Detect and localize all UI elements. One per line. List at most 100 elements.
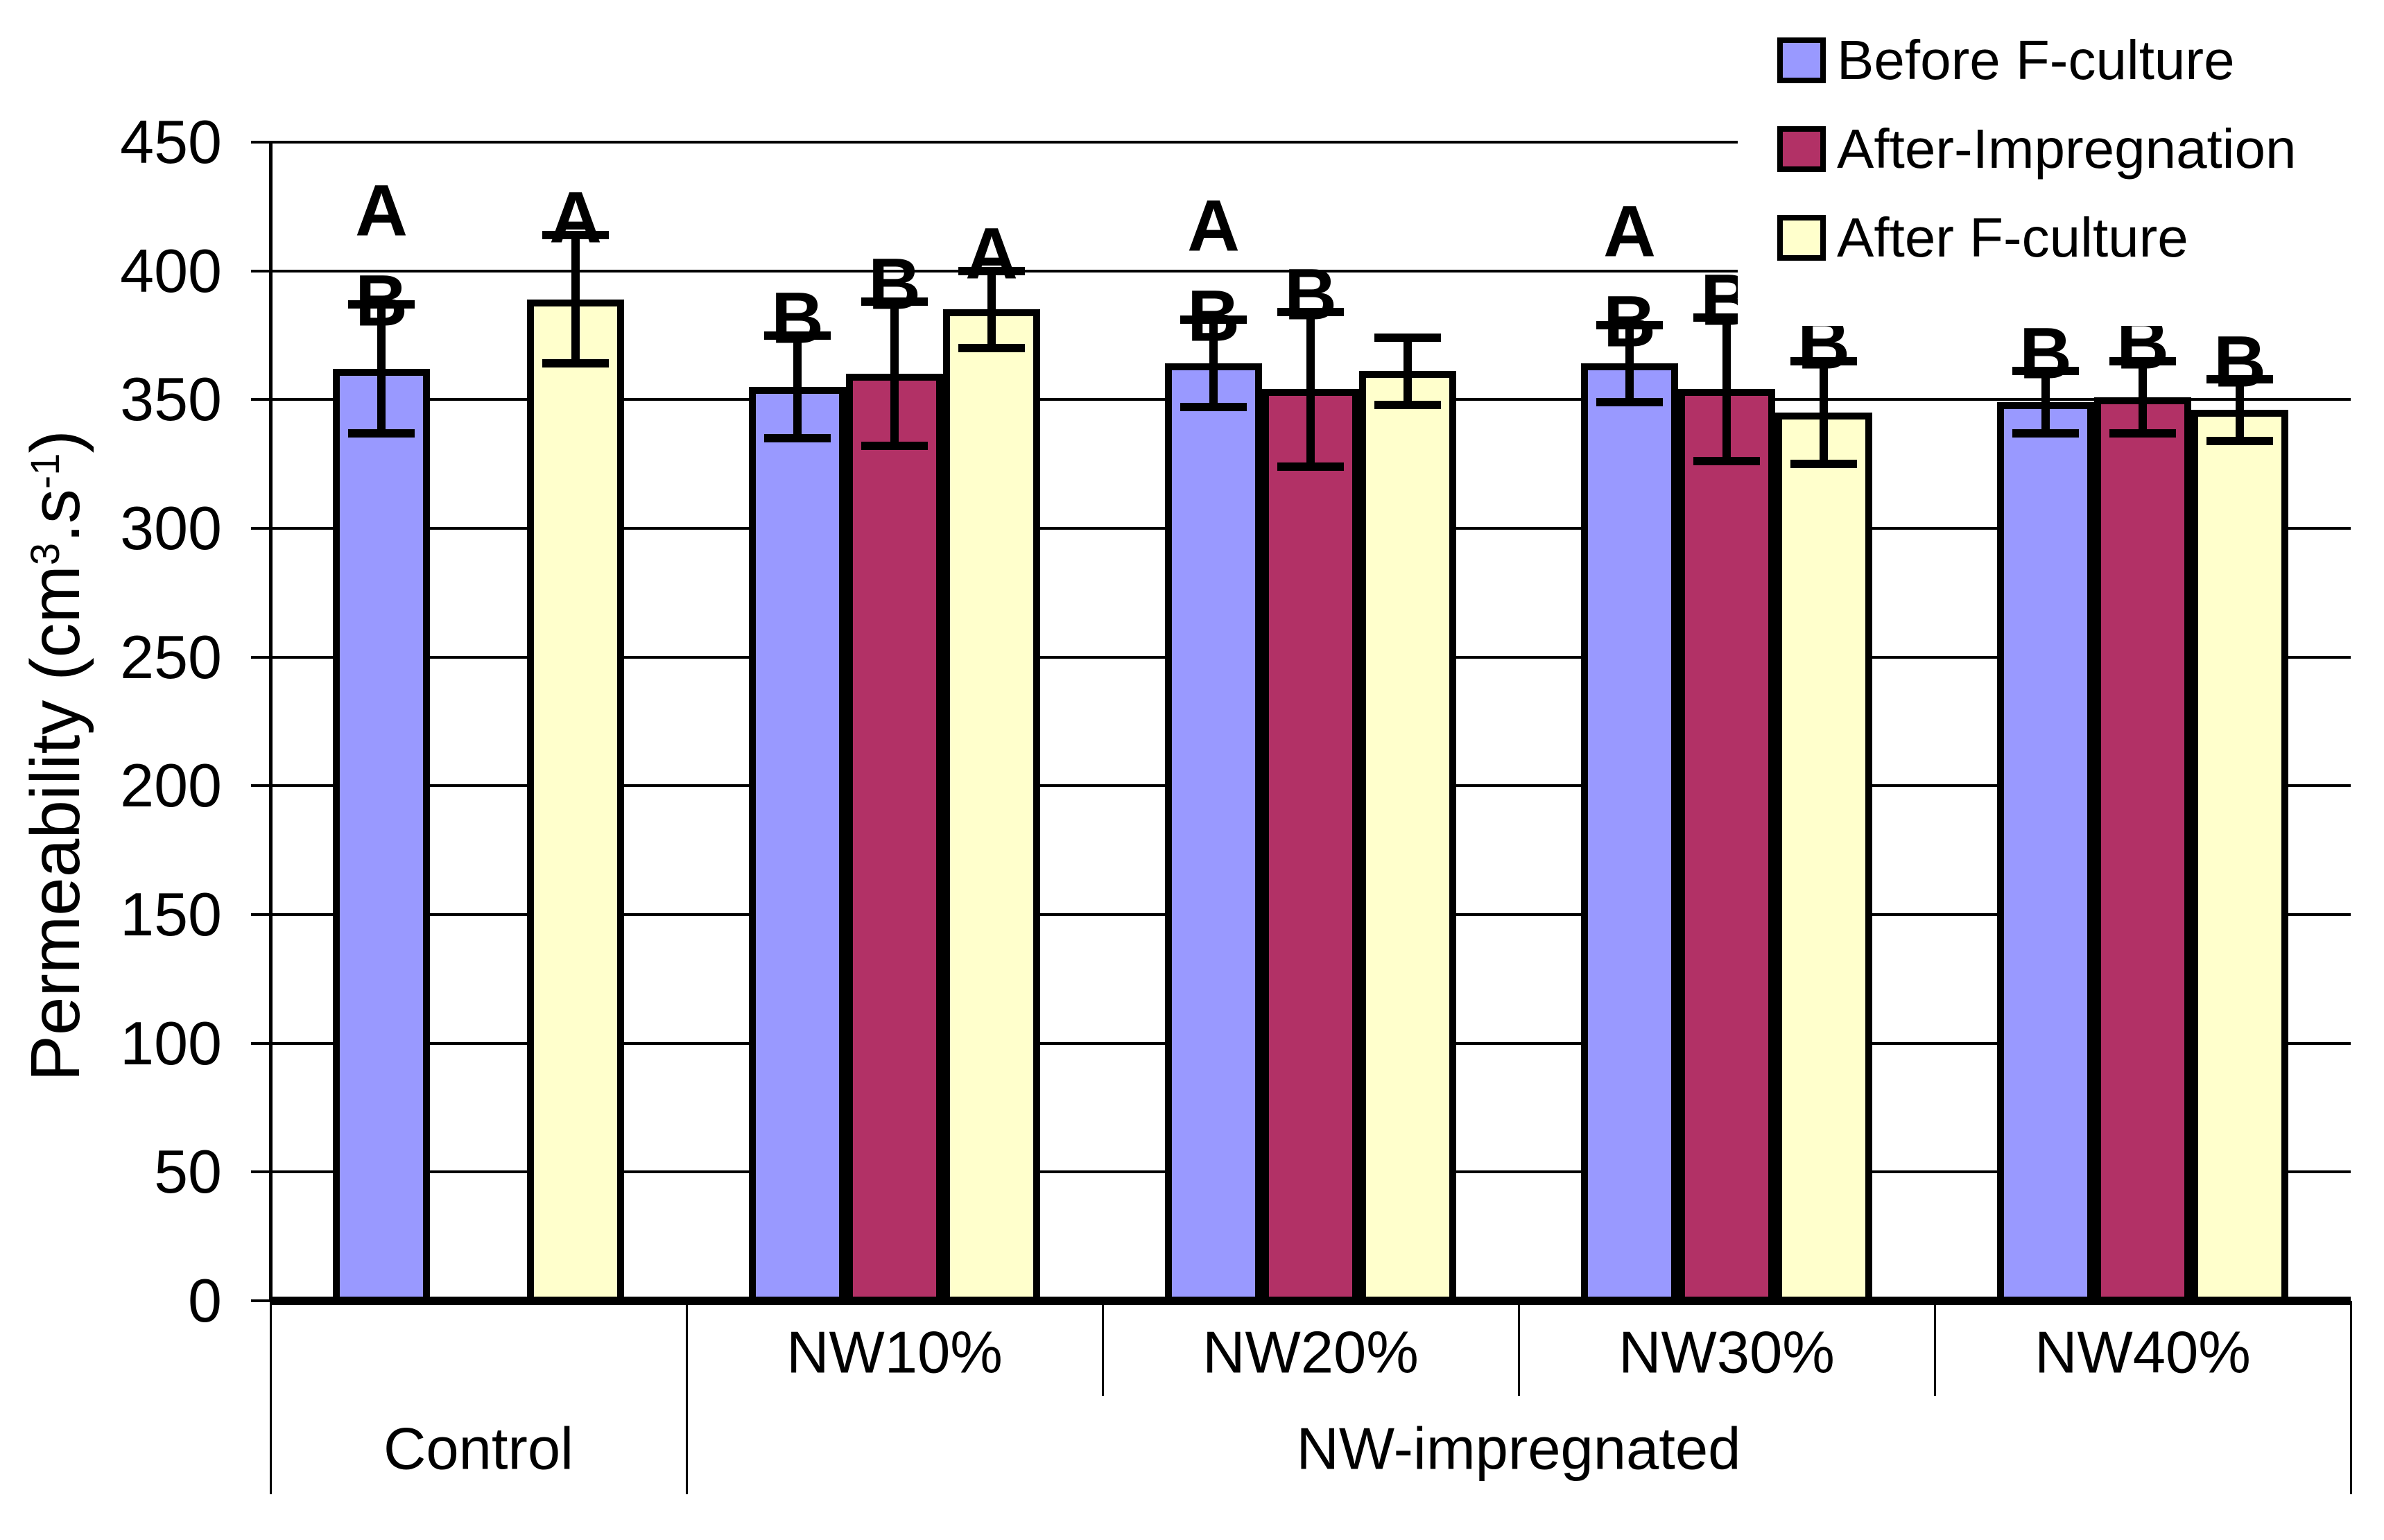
bar-after-impregnation-nw40-: [2094, 397, 2191, 1301]
sig-letter-a: A: [355, 170, 408, 252]
bar-before-f-culture-nw30-: [1581, 363, 1678, 1301]
error-bar-line: [377, 304, 386, 433]
bar-after-f-culture-nw20-: [1359, 371, 1456, 1301]
error-bar-line: [2041, 371, 2050, 433]
y-axis-title-text: ): [17, 430, 94, 453]
error-bar-cap-bottom: [1693, 457, 1760, 466]
sig-letter-a: A: [1603, 191, 1656, 272]
sig-letter-b: B: [1187, 275, 1240, 357]
bar-after-f-culture-control: [527, 299, 624, 1301]
error-bar-cap-bottom: [348, 429, 415, 438]
group-label-control: Control: [383, 1416, 574, 1482]
error-bar-cap-bottom: [2109, 429, 2176, 438]
error-bar-cap-bottom: [764, 434, 831, 443]
category-divider-4: [1934, 1301, 1936, 1396]
legend-swatch-icon: [1777, 37, 1826, 83]
error-bar-cap-bottom: [542, 359, 609, 368]
error-bar-line: [1625, 325, 1634, 403]
category-divider-2: [1102, 1301, 1104, 1396]
y-tick-label-300: 300: [120, 494, 222, 562]
category-divider-0: [270, 1301, 272, 1494]
error-bar-cap-bottom: [1790, 460, 1857, 469]
bar-after-impregnation-nw30-: [1678, 389, 1775, 1301]
bar-before-f-culture-nw10-: [749, 386, 846, 1301]
x-axis-baseline: [270, 1297, 2351, 1305]
error-bar-cap-top: [1180, 315, 1247, 325]
error-bar-cap-top: [2109, 356, 2176, 365]
legend-label: Before F-culture: [1837, 29, 2235, 91]
category-label-nw20-: NW20%: [1202, 1320, 1419, 1385]
error-bar-cap-top: [1277, 308, 1344, 317]
error-bar-cap-bottom: [2206, 436, 2273, 445]
error-bar-line: [1306, 312, 1315, 467]
legend-entry-after-impregnation: After-Impregnation: [1777, 121, 2297, 177]
error-bar-cap-top: [1374, 334, 1441, 343]
y-tick-label-450: 450: [120, 107, 222, 176]
y-axis-title-superscript: -1: [23, 453, 68, 490]
sig-letter-b: B: [2213, 321, 2266, 403]
error-bar-cap-top: [764, 331, 831, 340]
y-tick-label-350: 350: [120, 365, 222, 434]
bar-before-f-culture-nw40-: [1997, 402, 2094, 1301]
legend-label: After-Impregnation: [1837, 118, 2297, 180]
error-bar-cap-top: [1790, 356, 1857, 365]
y-tick-label-100: 100: [120, 1008, 222, 1078]
legend-swatch-icon: [1777, 215, 1826, 261]
gridline-450: [270, 141, 2351, 144]
sig-letter-a: A: [549, 177, 602, 259]
error-bar-cap-top: [348, 300, 415, 309]
y-axis-line: [269, 141, 273, 1302]
sig-letter-b: B: [355, 260, 408, 342]
y-tick-label-150: 150: [120, 880, 222, 949]
error-bar-cap-top: [542, 230, 609, 239]
category-divider-5: [2350, 1301, 2352, 1494]
bar-after-impregnation-nw20-: [1262, 389, 1359, 1301]
bar-before-f-culture-nw20-: [1165, 363, 1262, 1301]
error-bar-cap-bottom: [1277, 462, 1344, 471]
bar-after-f-culture-nw40-: [2191, 410, 2288, 1301]
category-divider-1: [686, 1301, 688, 1494]
category-label-nw10-: NW10%: [786, 1320, 1003, 1385]
sig-letter-b: B: [2019, 313, 2072, 395]
error-bar-cap-top: [861, 297, 928, 306]
sig-letter-a: A: [965, 213, 1018, 295]
legend-entry-before-f-culture: Before F-culture: [1777, 33, 2235, 88]
sig-letter-b: B: [771, 277, 824, 358]
y-tick-label-50: 50: [154, 1137, 222, 1206]
error-bar-line: [571, 234, 580, 364]
error-bar-cap-top: [2012, 367, 2079, 376]
error-bar-line: [1722, 317, 1731, 462]
error-bar-cap-bottom: [861, 442, 928, 451]
error-bar-cap-bottom: [1180, 403, 1247, 412]
legend: [1738, 0, 2384, 326]
legend-entry-after-f-culture: After F-culture: [1777, 210, 2188, 266]
sig-letter-b: B: [1284, 254, 1337, 336]
gridline-400: [270, 269, 2351, 272]
error-bar-line: [2139, 361, 2147, 433]
error-bar-line: [793, 335, 802, 439]
bar-after-impregnation-nw10-: [846, 374, 943, 1301]
error-bar-cap-bottom: [958, 344, 1025, 353]
error-bar-cap-bottom: [1374, 400, 1441, 409]
error-bar-cap-top: [2206, 374, 2273, 383]
sig-letter-a: A: [1187, 185, 1240, 267]
y-tick-label-0: 0: [188, 1266, 222, 1335]
category-label-nw30-: NW30%: [1618, 1320, 1835, 1385]
y-tick-label-200: 200: [120, 751, 222, 820]
sig-letter-b: B: [868, 243, 921, 325]
error-bar-cap-bottom: [1596, 398, 1663, 407]
legend-swatch-icon: [1777, 126, 1826, 172]
category-label-nw40-: NW40%: [2035, 1320, 2251, 1385]
error-bar-cap-top: [958, 266, 1025, 275]
error-bar-line: [1209, 320, 1218, 408]
legend-label: After F-culture: [1837, 207, 2188, 268]
group-label-nw-impregnated: NW-impregnated: [1296, 1416, 1741, 1482]
category-divider-3: [1518, 1301, 1520, 1396]
sig-letter-b: B: [1603, 281, 1656, 363]
error-bar-cap-bottom: [2012, 429, 2079, 438]
y-tick-label-400: 400: [120, 236, 222, 305]
bar-before-f-culture-control: [333, 368, 430, 1301]
error-bar-line: [1403, 338, 1412, 405]
error-bar-line: [890, 302, 899, 447]
